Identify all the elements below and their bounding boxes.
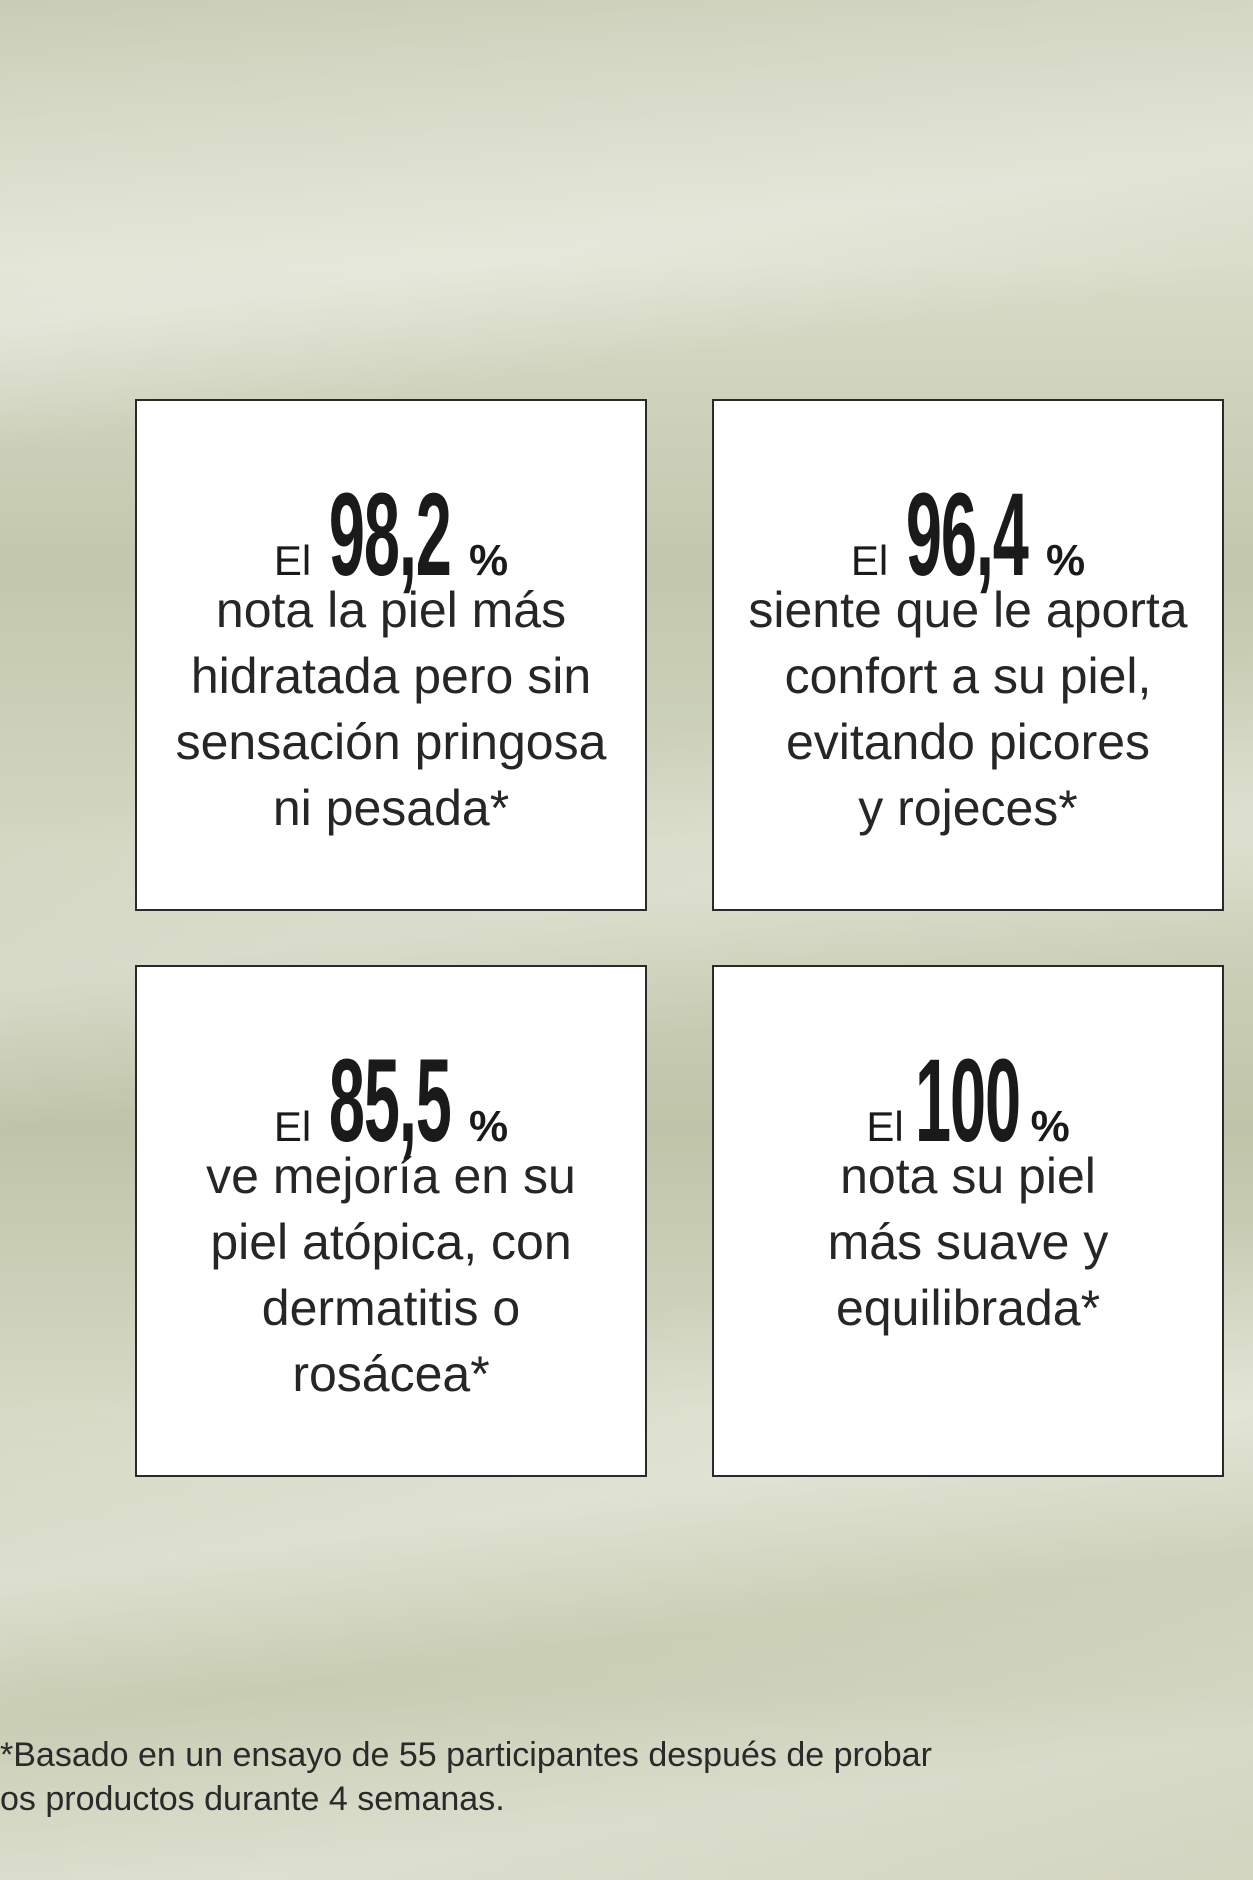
prefix: El — [273, 537, 312, 584]
stat-heading: El100% — [714, 1033, 1222, 1167]
unit: % — [468, 1102, 509, 1151]
stat-text: hidratada pero sin — [190, 648, 592, 704]
stat-number: 85,5 — [329, 1035, 452, 1167]
stat-text: rosácea* — [292, 1346, 490, 1402]
stat-card: El 85,5% ve mejoría en su piel atópica, con… — [135, 965, 647, 1477]
prefix: El — [866, 1103, 904, 1150]
stat-heading: El 96,4% — [714, 467, 1222, 601]
stat-card: El100% nota su piel más suave y equilibrada… — [712, 965, 1224, 1477]
stat-text: equilibrada* — [835, 1280, 1101, 1336]
stat-heading: El 85,5% — [137, 1033, 645, 1167]
unit: % — [1030, 1102, 1070, 1151]
prefix: El — [850, 537, 889, 584]
stat-text: evitando picores — [785, 714, 1151, 770]
unit: % — [468, 536, 509, 585]
stat-text: más suave y — [827, 1214, 1109, 1270]
stat-text: sensación pringosa — [175, 714, 607, 770]
unit: % — [1045, 536, 1086, 585]
stat-number: 98,2 — [329, 469, 452, 601]
stat-text: y rojeces* — [858, 780, 1078, 836]
stat-text: ni pesada* — [272, 780, 510, 836]
stat-number: 100 — [914, 1035, 1021, 1167]
stat-text: confort a su piel, — [784, 648, 1152, 704]
stat-card: El 96,4% siente que le aporta confort a su … — [712, 399, 1224, 911]
stat-text: piel atópica, con — [210, 1214, 572, 1270]
prefix: El — [273, 1103, 312, 1150]
stat-text: nota su piel — [840, 1148, 1096, 1204]
stat-heading: El 98,2% — [137, 467, 645, 601]
stat-text: nota la piel más — [215, 582, 567, 638]
footnote: *Basado en un ensayo de 55 participantes… — [0, 1736, 932, 1774]
stat-card: El 98,2% nota la piel más hidratada pero si… — [135, 399, 647, 911]
stat-number: 96,4 — [906, 469, 1029, 601]
stat-text: ve mejoría en su — [206, 1148, 576, 1204]
stat-text: siente que le aporta — [748, 582, 1188, 638]
footnote: os productos durante 4 semanas. — [0, 1780, 505, 1818]
stat-text: dermatitis o — [261, 1280, 521, 1336]
